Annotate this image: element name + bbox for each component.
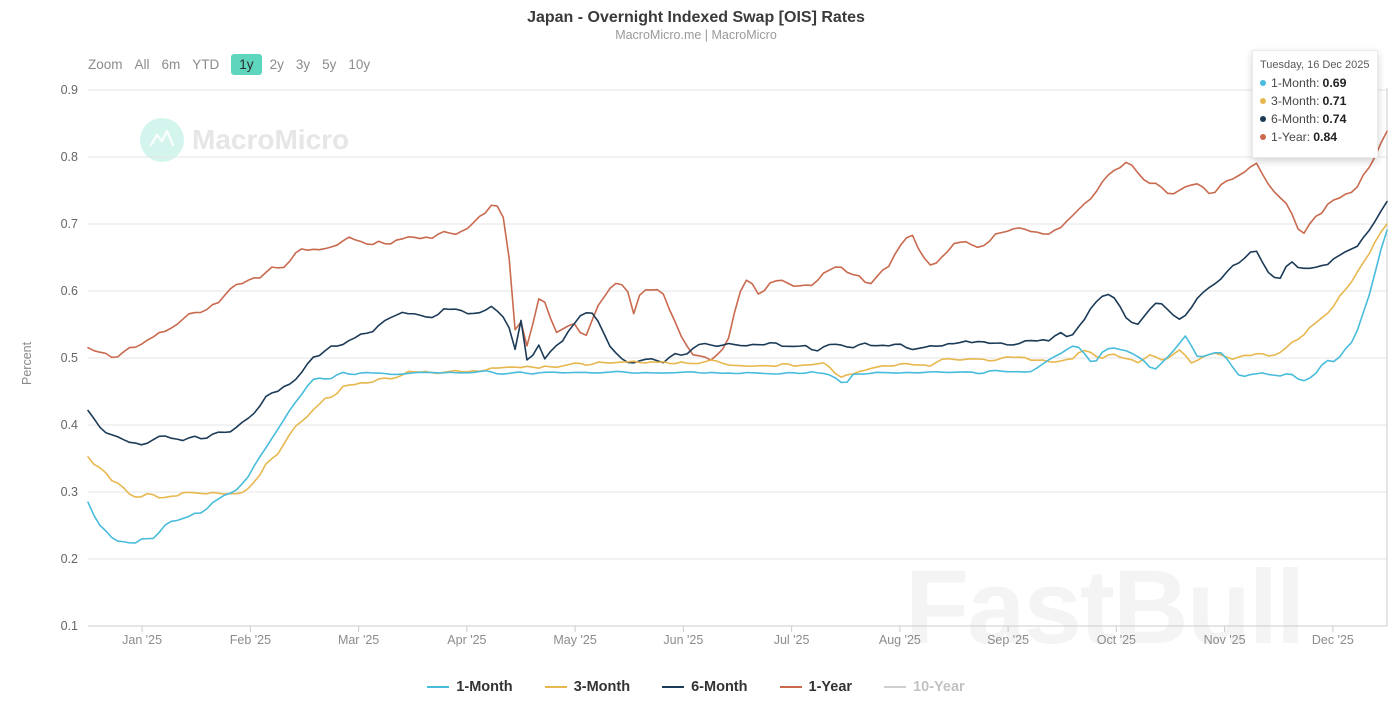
svg-text:0.2: 0.2 <box>61 552 78 566</box>
svg-text:0.7: 0.7 <box>61 217 78 231</box>
svg-text:0.8: 0.8 <box>61 150 78 164</box>
svg-text:0.6: 0.6 <box>61 284 78 298</box>
svg-text:0.4: 0.4 <box>61 418 78 432</box>
svg-text:0.1: 0.1 <box>61 619 78 633</box>
svg-text:0.3: 0.3 <box>61 485 78 499</box>
svg-text:0.9: 0.9 <box>61 83 78 97</box>
svg-text:0.5: 0.5 <box>61 351 78 365</box>
